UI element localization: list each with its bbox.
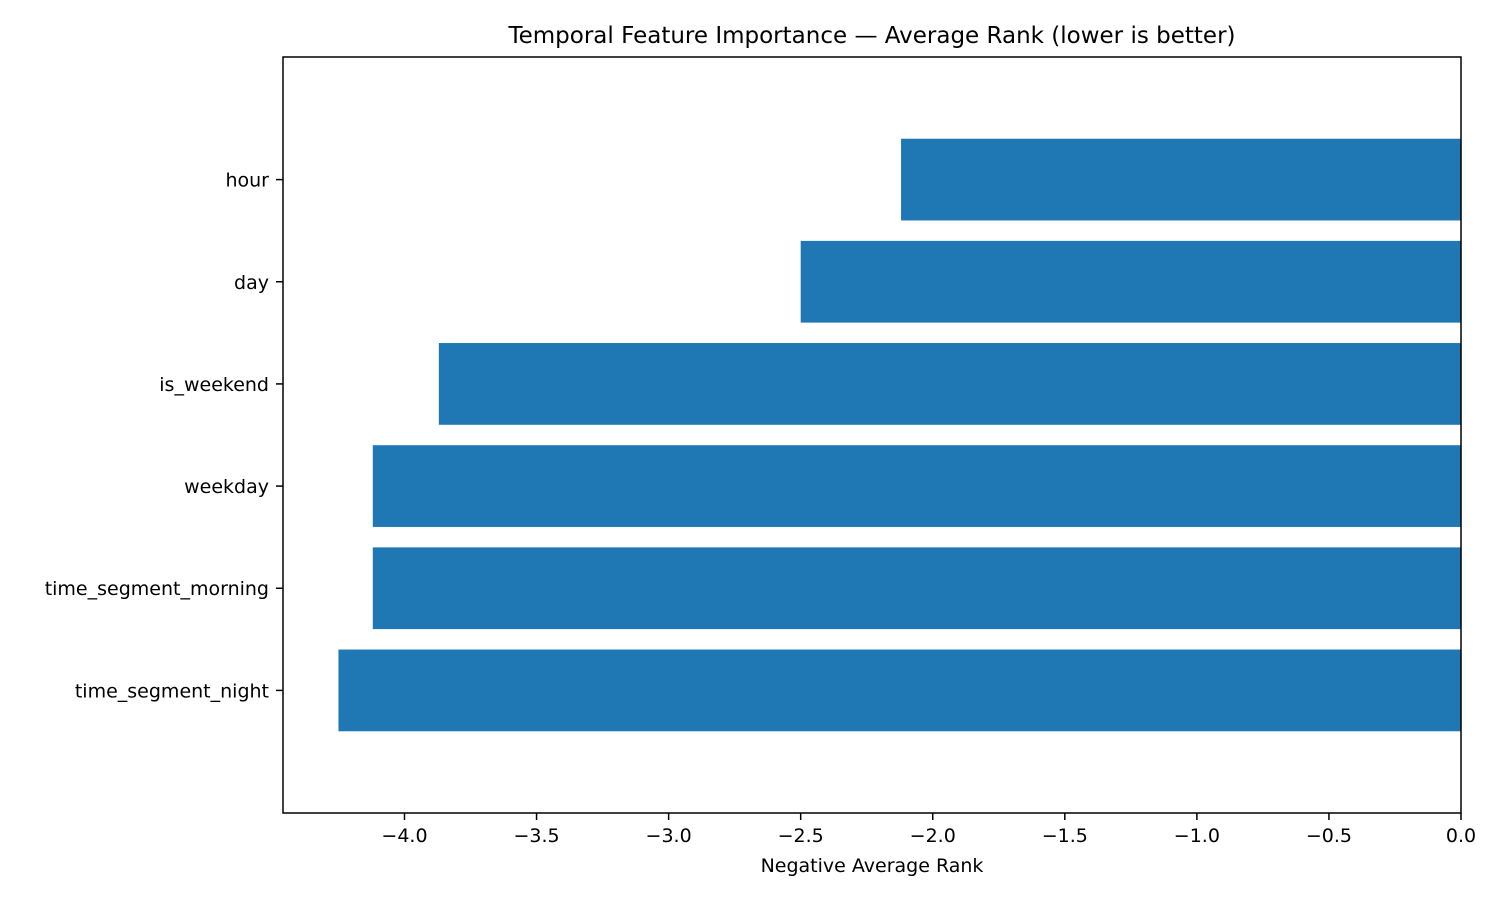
bars-layer bbox=[338, 138, 1462, 732]
x-axis-label: Negative Average Rank bbox=[761, 855, 984, 877]
y-tick-label: time_segment_morning bbox=[45, 578, 269, 600]
plot-frame bbox=[282, 56, 1462, 814]
bar-hour bbox=[901, 138, 1461, 221]
y-tick-label: is_weekend bbox=[159, 374, 269, 396]
y-tick-label: time_segment_night bbox=[75, 680, 269, 702]
chart-title: Temporal Feature Importance — Average Ra… bbox=[507, 23, 1235, 49]
x-tick-label: −2.0 bbox=[910, 825, 956, 847]
bar-weekday bbox=[372, 445, 1461, 527]
x-tick-label: −4.0 bbox=[381, 825, 427, 847]
x-tick-label: −0.5 bbox=[1306, 825, 1352, 847]
bar-time-segment-night bbox=[338, 649, 1462, 732]
x-tick-label: −1.0 bbox=[1174, 825, 1220, 847]
x-tick-label: −3.5 bbox=[513, 825, 559, 847]
bar-day bbox=[800, 240, 1461, 323]
x-tick-label: 0.0 bbox=[1446, 825, 1476, 847]
bar-is-weekend bbox=[438, 343, 1461, 425]
x-axis: −4.0 −3.5 −3.0 −2.5 −2.0 −1.5 −1.0 −0.5 0.0 bbox=[381, 813, 1476, 847]
y-tick-label: hour bbox=[225, 170, 269, 192]
x-tick-label: −2.5 bbox=[778, 825, 824, 847]
x-tick-label: −3.0 bbox=[646, 825, 692, 847]
y-tick-label: day bbox=[234, 272, 269, 294]
y-tick-label: weekday bbox=[184, 476, 269, 498]
x-tick-label: −1.5 bbox=[1042, 825, 1088, 847]
bar-time-segment-morning bbox=[372, 547, 1461, 630]
